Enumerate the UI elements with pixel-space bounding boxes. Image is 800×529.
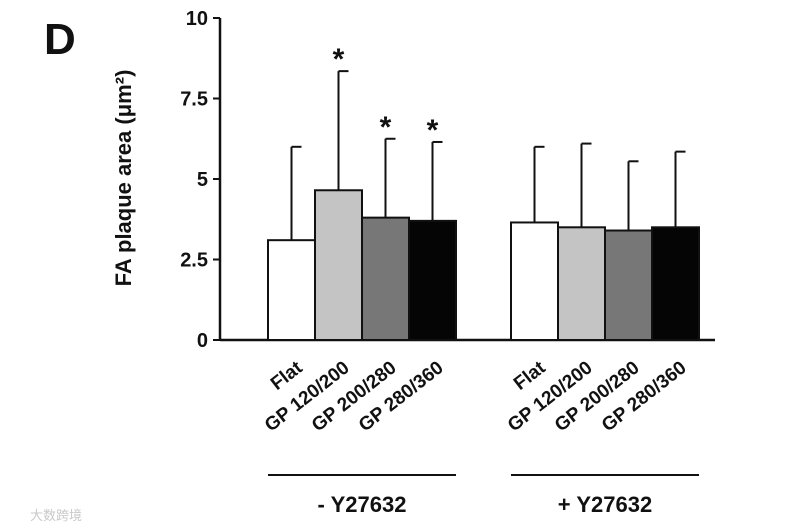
group-label: + Y27632 — [558, 492, 652, 517]
y-tick-label: 0 — [197, 330, 208, 352]
bar — [510, 221, 559, 341]
y-tick-label: 5 — [197, 169, 208, 191]
y-tick-label: 7.5 — [180, 89, 208, 111]
bar — [267, 239, 316, 341]
significance-marker: * — [427, 114, 439, 147]
watermark: 大数跨境 — [30, 508, 82, 523]
significance-marker: * — [380, 111, 392, 144]
y-tick-label: 10 — [186, 8, 208, 30]
group-label: - Y27632 — [318, 492, 407, 517]
y-tick-label: 2.5 — [180, 250, 208, 272]
bar — [557, 226, 606, 341]
bar — [361, 216, 410, 341]
bar — [651, 226, 700, 341]
bar — [408, 219, 457, 341]
significance-marker: * — [333, 43, 345, 76]
bar — [604, 229, 653, 342]
y-axis-label: FA plaque area (μm²) — [111, 70, 136, 287]
panel-label: D — [44, 15, 76, 64]
bar — [314, 189, 363, 341]
